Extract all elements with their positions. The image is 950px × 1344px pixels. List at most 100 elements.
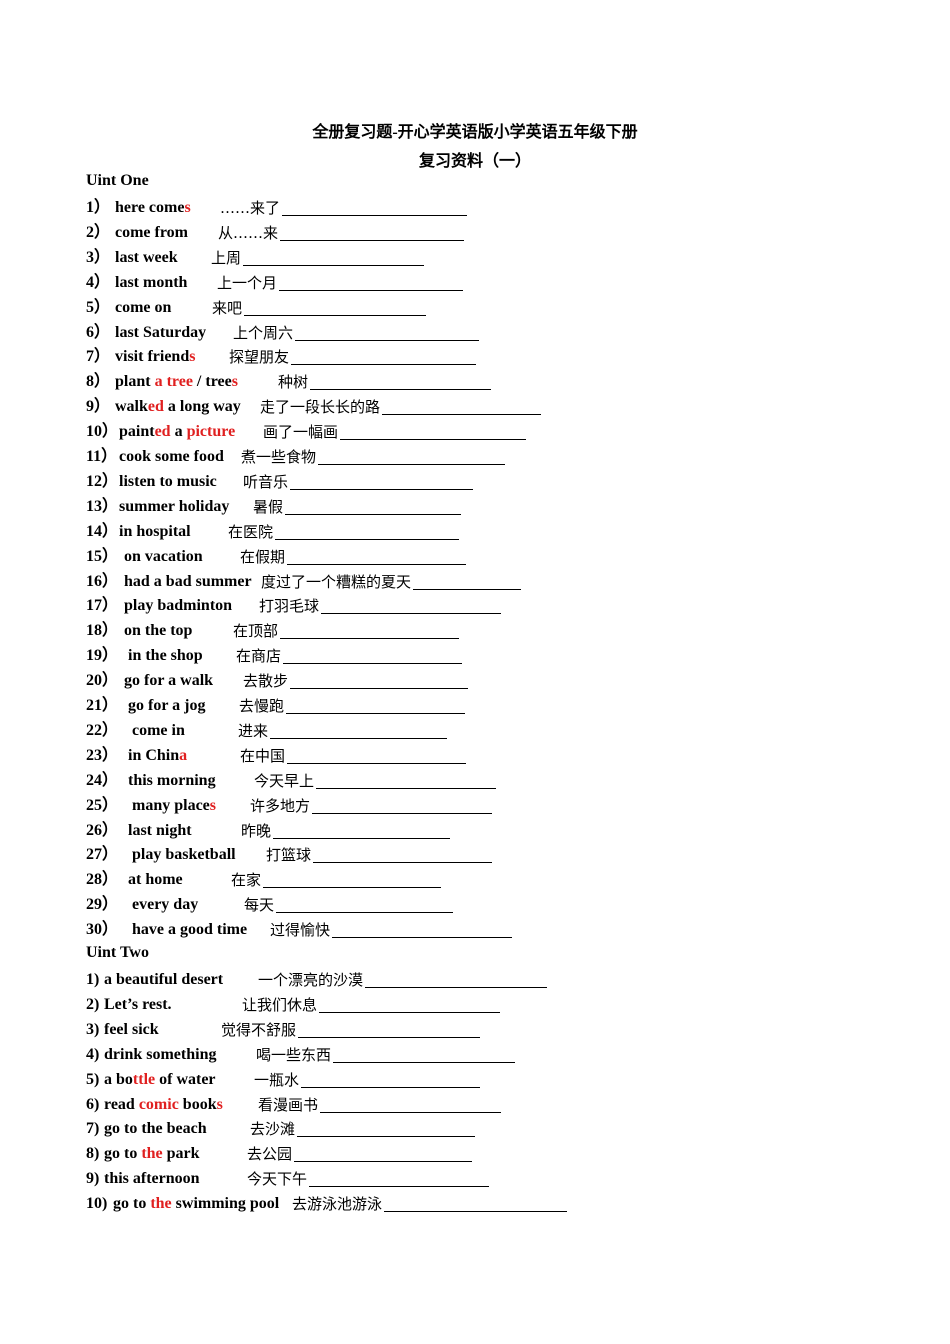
- answer-blank[interactable]: [321, 595, 501, 615]
- english-phrase: feel sick: [104, 1019, 159, 1041]
- answer-blank[interactable]: [320, 1094, 501, 1113]
- chinese-meaning: 走了一段长长的路: [260, 398, 381, 417]
- item-number: 30）: [86, 921, 119, 939]
- answer-blank[interactable]: [297, 1118, 475, 1138]
- answer-blank[interactable]: [285, 496, 461, 515]
- english-phrase: go to the swimming pool: [113, 1193, 279, 1215]
- highlighted-text: picture: [186, 423, 236, 441]
- chinese-meaning: 喝一些东西: [256, 1045, 332, 1064]
- phrase-text: cook some food: [119, 448, 224, 465]
- highlighted-text: s: [231, 373, 238, 391]
- phrase-text: drink something: [104, 1045, 217, 1063]
- item-number: 8）: [86, 373, 111, 391]
- phrase-text: have a good time: [132, 921, 248, 939]
- english-phrase: painted a picture: [119, 421, 235, 443]
- answer-blank[interactable]: [287, 546, 466, 565]
- phrase-text: paint: [119, 423, 155, 441]
- answer-blank[interactable]: [312, 795, 492, 814]
- chinese-meaning: 去游泳池游泳: [292, 1195, 383, 1214]
- answer-blank[interactable]: [413, 571, 521, 590]
- item-number: 27）: [86, 846, 119, 864]
- answer-blank[interactable]: [310, 371, 491, 391]
- item-number: 4）: [86, 273, 111, 291]
- answer-blank[interactable]: [276, 894, 453, 914]
- answer-blank[interactable]: [279, 272, 463, 291]
- highlighted-text: s: [209, 796, 217, 814]
- answer-blank[interactable]: [309, 1168, 489, 1188]
- answer-blank[interactable]: [270, 720, 447, 739]
- answer-blank[interactable]: [294, 1143, 472, 1163]
- phrase-text: listen to music: [119, 472, 217, 490]
- item-number: 1): [86, 971, 100, 988]
- highlighted-text: s: [189, 348, 196, 366]
- item-number: 20）: [86, 672, 119, 690]
- item-number: 5): [86, 1070, 100, 1088]
- english-phrase: drink something: [104, 1044, 216, 1066]
- answer-blank[interactable]: [282, 197, 467, 216]
- phrase-text: a bo: [104, 1070, 133, 1088]
- answer-blank[interactable]: [382, 396, 541, 416]
- answer-blank[interactable]: [244, 297, 426, 316]
- answer-blank[interactable]: [275, 521, 459, 540]
- item-number: 23）: [86, 746, 119, 764]
- phrase-text: of water: [155, 1070, 216, 1088]
- chinese-meaning: 上个周六: [233, 323, 294, 342]
- answer-blank[interactable]: [318, 446, 505, 465]
- highlighted-text: ed: [147, 398, 164, 416]
- answer-blank[interactable]: [301, 1069, 480, 1088]
- phrase-text: last week: [115, 248, 178, 266]
- item-number: 7): [86, 1120, 100, 1138]
- chinese-meaning: 种树: [278, 373, 309, 392]
- answer-blank[interactable]: [313, 844, 492, 864]
- answer-blank[interactable]: [333, 1044, 515, 1063]
- chinese-meaning: 去沙滩: [250, 1120, 296, 1139]
- chinese-meaning: 上周: [211, 248, 242, 267]
- answer-blank[interactable]: [283, 645, 462, 665]
- chinese-meaning: 画了一幅画: [263, 423, 339, 442]
- answer-blank[interactable]: [384, 1193, 567, 1213]
- phrase-text: read: [104, 1095, 139, 1113]
- phrase-text: last month: [115, 273, 188, 291]
- answer-blank[interactable]: [286, 695, 465, 714]
- english-phrase: walked a long way: [115, 396, 241, 418]
- item-number: 29）: [86, 896, 119, 914]
- answer-blank[interactable]: [290, 471, 473, 490]
- phrase-text: in the shop: [128, 647, 203, 665]
- english-phrase: last night: [128, 820, 192, 842]
- answer-blank[interactable]: [295, 322, 479, 341]
- highlighted-text: a tree: [154, 373, 193, 391]
- answer-blank[interactable]: [332, 919, 512, 939]
- item-number: 2): [86, 995, 100, 1013]
- answer-blank[interactable]: [287, 745, 466, 764]
- answer-blank[interactable]: [298, 1019, 480, 1038]
- answer-blank[interactable]: [290, 670, 468, 690]
- item-number: 4): [86, 1045, 100, 1063]
- english-phrase: play basketball: [132, 844, 236, 866]
- answer-blank[interactable]: [340, 421, 526, 441]
- answer-blank[interactable]: [319, 994, 500, 1013]
- answer-blank[interactable]: [280, 620, 459, 640]
- answer-blank[interactable]: [316, 770, 496, 789]
- item-number: 24）: [86, 771, 119, 789]
- item-number: 5）: [86, 298, 111, 316]
- chinese-meaning: 进来: [238, 721, 269, 740]
- highlighted-text: s: [216, 1095, 223, 1113]
- english-phrase: a beautiful desert: [104, 969, 223, 991]
- item-number: 22）: [86, 721, 119, 739]
- answer-blank[interactable]: [291, 346, 476, 366]
- answer-blank[interactable]: [243, 247, 424, 266]
- phrase-text: go to the beach: [104, 1120, 207, 1138]
- answer-blank[interactable]: [280, 222, 464, 241]
- chinese-meaning: 煮一些食物: [241, 448, 317, 466]
- chinese-meaning: 去散步: [243, 672, 289, 691]
- answer-blank[interactable]: [365, 969, 547, 988]
- item-number: 6): [86, 1095, 100, 1113]
- english-phrase: last week: [115, 247, 178, 269]
- chinese-meaning: 许多地方: [250, 796, 311, 815]
- answer-blank[interactable]: [263, 869, 441, 889]
- phrase-text: book: [178, 1095, 217, 1113]
- phrase-text: Let’s rest.: [104, 995, 172, 1013]
- answer-blank[interactable]: [273, 820, 450, 839]
- chinese-meaning: 来吧: [212, 298, 243, 317]
- phrase-text: every day: [132, 896, 199, 914]
